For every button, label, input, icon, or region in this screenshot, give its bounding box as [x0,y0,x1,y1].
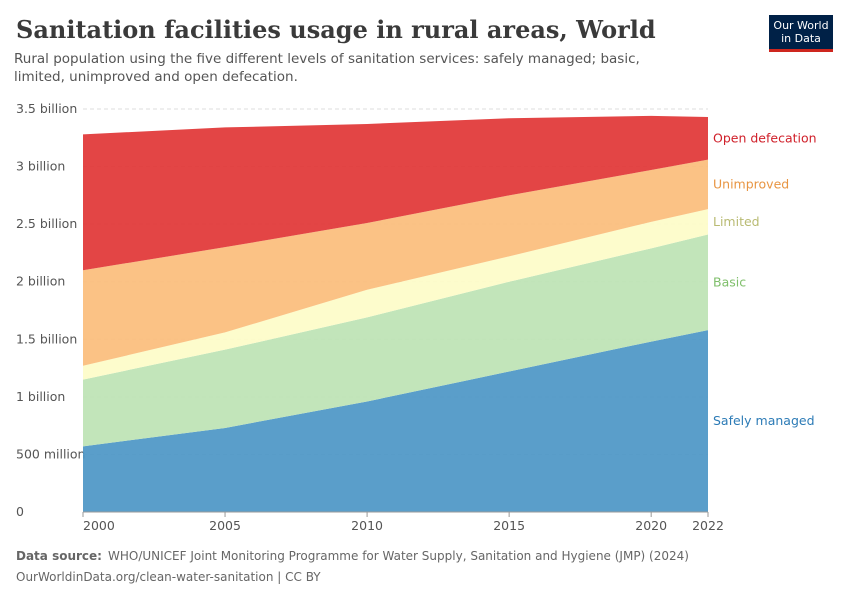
series-label: Basic [713,274,746,289]
x-tick-label: 2005 [209,518,241,533]
series-label: Limited [713,214,760,229]
y-tick-label: 2 billion [16,274,65,289]
y-tick-label: 1.5 billion [16,331,77,346]
x-tick-label: 2010 [351,518,383,533]
logo: Our World in Data [773,19,829,45]
y-tick-label: 1 billion [16,389,65,404]
logo-wrap: Our World in Data [773,19,829,45]
url: OurWorldinData.org/clean-water-sanitatio… [16,570,321,584]
series-label: Safely managed [713,413,815,428]
area [83,159,708,366]
area [83,330,708,512]
y-tick-label: 500 million [16,446,85,461]
y-tick-label: 2.5 billion [16,216,77,231]
x-tick-label: 2000 [83,518,115,533]
x-tick-label: 2020 [635,518,667,533]
area [83,209,708,380]
chart-title: Sanitation facilities usage in rural are… [16,15,656,44]
area [83,234,708,447]
series-label: Unimproved [713,176,789,191]
source-label: Data source: [16,549,102,563]
subtitle-box: Rural population using the five differen… [14,51,640,85]
logo-bar [769,49,833,52]
area [83,115,708,271]
chart-subtitle: Rural population using the five differen… [14,51,640,85]
series-label: Open defecation [713,130,817,145]
logo-box [769,15,833,51]
x-tick-label: 2015 [493,518,525,533]
y-tick-label: 0 [16,504,24,519]
source: WHO/UNICEF Joint Monitoring Programme fo… [108,549,689,563]
x-tick-label: 2022 [692,518,724,533]
y-tick-label: 3 billion [16,159,65,174]
y-tick-label: 3.5 billion [16,101,77,116]
